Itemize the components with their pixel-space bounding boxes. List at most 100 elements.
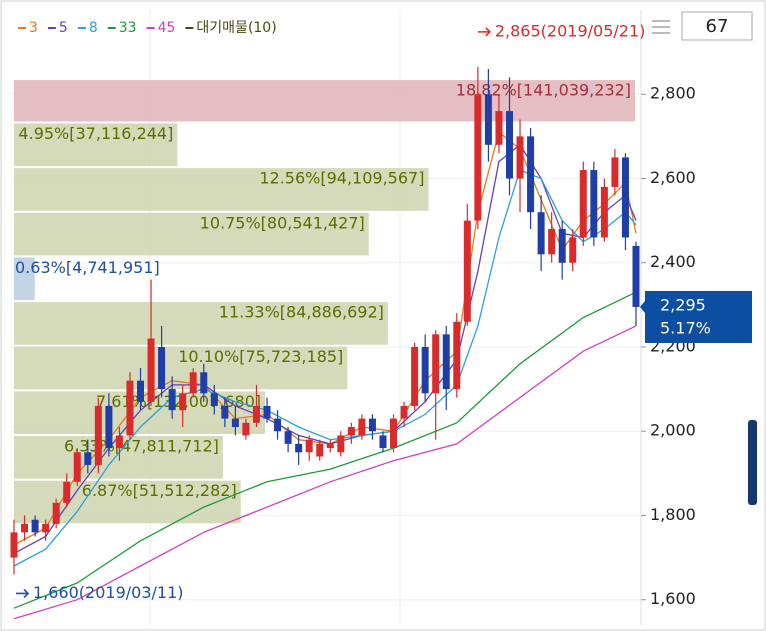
candle-body	[189, 372, 197, 394]
candle-body	[73, 452, 81, 482]
volume-band-label: 18.82%[141,039,232]	[456, 81, 631, 100]
candle-body	[379, 435, 387, 449]
candle-body	[168, 389, 176, 411]
price-tag	[645, 290, 752, 343]
candle-body	[295, 443, 303, 453]
ma-line	[13, 131, 637, 546]
candle-body	[421, 346, 429, 394]
candle-body	[569, 237, 577, 263]
candle-body	[632, 245, 640, 307]
ma-line	[13, 169, 637, 567]
volume-band	[14, 257, 35, 301]
price-tag-pointer	[640, 300, 645, 313]
annotation-arrow	[477, 27, 491, 37]
candle-body	[400, 405, 408, 419]
volume-band	[14, 168, 429, 211]
candle-body	[263, 405, 271, 419]
legend-label: 8	[89, 20, 98, 36]
candle-body	[21, 523, 29, 533]
candle-body	[495, 111, 503, 145]
candle-body	[600, 186, 608, 238]
volume-band-label: 10.10%[75,723,185]	[178, 347, 343, 366]
period-value[interactable]: 67	[706, 16, 729, 37]
legend-label: 45	[158, 20, 176, 36]
candle-body	[94, 405, 102, 465]
volume-band	[14, 80, 636, 122]
y-tick-label: 2,800	[650, 84, 696, 103]
candle-body	[305, 439, 313, 453]
candle-body	[368, 418, 376, 432]
candle-body	[52, 502, 60, 524]
candle-body	[84, 452, 92, 465]
candle-body	[453, 321, 461, 390]
candle-body	[537, 212, 545, 255]
annotation-label: 1,660(2019/03/11)	[33, 583, 184, 602]
volume-band-label: 0.63%[4,741,951]	[15, 258, 160, 277]
candle-body	[505, 111, 513, 179]
y-tick-label: 2,400	[650, 252, 696, 271]
candle-body	[316, 443, 324, 457]
volume-band-label: 4.95%[37,116,244]	[18, 124, 173, 143]
candle-body	[484, 94, 492, 145]
candle-body	[115, 435, 123, 449]
candle-body	[274, 418, 282, 432]
candle-body	[158, 346, 166, 390]
candle-body	[611, 157, 619, 187]
candle-body	[63, 481, 71, 503]
period-input[interactable]	[681, 11, 753, 41]
candle-body	[105, 405, 113, 449]
candle-body	[126, 380, 134, 436]
candle-body	[390, 418, 398, 449]
volume-band	[14, 212, 369, 256]
change-pct: 5.17%	[660, 318, 711, 337]
legend-label: 33	[119, 20, 137, 36]
ma-line	[13, 291, 637, 609]
candle-body	[10, 532, 18, 558]
volume-band-label: 10.75%[80,541,427]	[200, 213, 365, 232]
candle-body	[326, 443, 334, 449]
candle-body	[463, 220, 471, 322]
current-price: 2,295	[660, 295, 706, 314]
candle-body	[442, 334, 450, 390]
candle-body	[179, 393, 187, 411]
legend-label: 5	[59, 20, 68, 36]
volume-band-label: 11.33%[84,886,692]	[219, 303, 384, 322]
candle-body	[411, 346, 419, 406]
menu-icon[interactable]	[648, 16, 674, 38]
y-tick-label: 1,600	[650, 589, 696, 608]
volume-band-label: 12.56%[94,109,567]	[259, 169, 424, 188]
candle-body	[621, 157, 629, 238]
candle-body	[527, 136, 535, 213]
candle-body	[548, 229, 556, 255]
candle-body	[137, 380, 145, 402]
candle-body	[579, 170, 587, 238]
legend-label: 3	[29, 20, 38, 36]
scroll-handle[interactable]	[748, 420, 757, 505]
volume-band-label: 6.33%[47,811,712]	[64, 437, 219, 456]
candle-body	[147, 338, 155, 402]
candle-body	[432, 334, 440, 394]
candle-body	[200, 372, 208, 394]
candle-body	[284, 431, 292, 444]
ma-line	[13, 325, 637, 620]
y-tick-label: 1,800	[650, 505, 696, 524]
candle-body	[221, 405, 229, 419]
volume-band	[14, 302, 388, 345]
annotation-label: 2,865(2019/05/21)	[495, 21, 646, 40]
candle-body	[252, 405, 260, 423]
annotation-arrow	[16, 588, 30, 599]
candle-body	[242, 422, 250, 436]
candle-body	[558, 229, 566, 263]
volume-band-label: 6.87%[51,512,282]	[82, 481, 237, 500]
candle-body	[31, 519, 39, 533]
candle-body	[42, 523, 50, 533]
candle-body	[347, 427, 355, 436]
candle-body	[358, 418, 366, 436]
y-tick-label: 2,000	[650, 421, 696, 440]
candle-body	[231, 418, 239, 428]
volume-band	[14, 123, 178, 167]
candle-body	[590, 170, 598, 238]
legend-label: 대기매물(10)	[196, 20, 276, 36]
candle-body	[337, 435, 345, 453]
